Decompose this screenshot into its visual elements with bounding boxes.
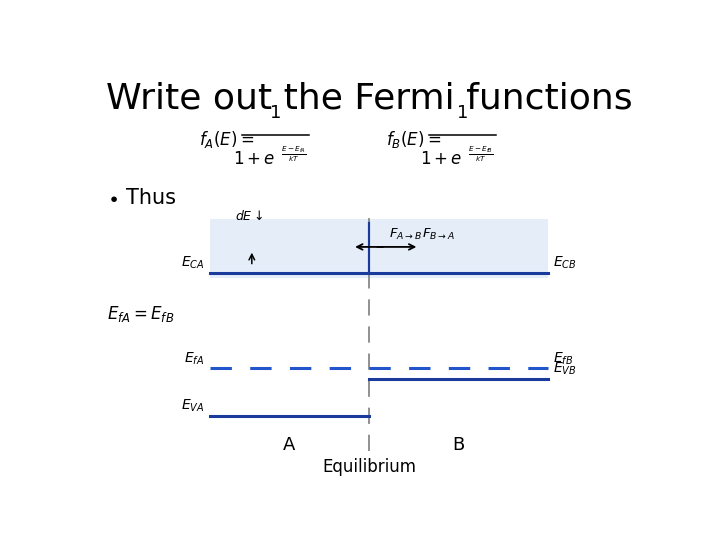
Text: $E_{fA}$: $E_{fA}$ — [184, 350, 204, 367]
Text: $1$: $1$ — [269, 104, 281, 122]
Text: $\frac{E-E_{fA}}{kT}$: $\frac{E-E_{fA}}{kT}$ — [281, 144, 307, 164]
Text: $F_{B\rightarrow A}$: $F_{B\rightarrow A}$ — [422, 227, 455, 242]
Text: B: B — [452, 436, 464, 454]
Text: $\frac{E-E_{fB}}{kT}$: $\frac{E-E_{fB}}{kT}$ — [468, 144, 493, 164]
Text: Write out the Fermi functions: Write out the Fermi functions — [106, 82, 632, 116]
Text: $f_B(E)=$: $f_B(E)=$ — [386, 129, 441, 150]
Text: A: A — [283, 436, 296, 454]
Text: $E_{fB}$: $E_{fB}$ — [553, 350, 573, 367]
Text: $1+e$: $1+e$ — [420, 150, 462, 168]
Text: $E_{CA}$: $E_{CA}$ — [181, 255, 204, 271]
Text: $\bullet$: $\bullet$ — [107, 188, 117, 207]
Text: $E_{VA}$: $E_{VA}$ — [181, 398, 204, 415]
Text: $1+e$: $1+e$ — [233, 150, 275, 168]
Text: $f_A(E)=$: $f_A(E)=$ — [199, 129, 254, 150]
Text: $F_{A\rightarrow B}$: $F_{A\rightarrow B}$ — [389, 227, 422, 242]
Text: $E_{VB}$: $E_{VB}$ — [553, 361, 577, 377]
Text: Equilibrium: Equilibrium — [322, 458, 416, 476]
Text: $1$: $1$ — [456, 104, 468, 122]
Bar — [210, 219, 547, 278]
Text: $E_{CB}$: $E_{CB}$ — [553, 255, 577, 271]
Text: Thus: Thus — [126, 188, 176, 208]
Text: $dE\downarrow$: $dE\downarrow$ — [235, 209, 263, 223]
Text: $E_{fA}=E_{fB}$: $E_{fA}=E_{fB}$ — [107, 304, 174, 325]
